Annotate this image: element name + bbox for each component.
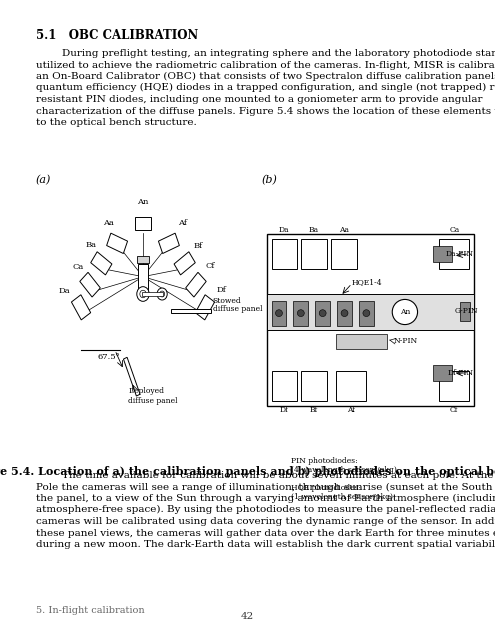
Polygon shape [71,295,91,320]
Bar [267,234,474,406]
Text: An: An [137,198,148,206]
Text: Df: Df [280,406,289,413]
Text: resistant PIN diodes, including one mounted to a goniometer arm to provide angul: resistant PIN diodes, including one moun… [36,95,483,104]
Circle shape [157,288,167,300]
Text: an On-Board Calibrator (OBC) that consists of two Spectralon diffuse calibration: an On-Board Calibrator (OBC) that consis… [36,72,495,81]
Text: quantum efficiency (HQE) diodes in a trapped configuration, and single (not trap: quantum efficiency (HQE) diodes in a tra… [36,83,495,93]
Text: HQE photodiodes:: HQE photodiodes: [291,484,361,492]
Text: Af: Af [178,220,187,227]
Text: 67.5°: 67.5° [98,353,121,362]
Text: the panel, to a view of the Sun through a varying amount of Earth atmosphere (in: the panel, to a view of the Sun through … [36,494,495,503]
Text: Stowed: Stowed [213,298,242,305]
Bar [336,333,387,349]
Text: utilized to achieve the radiometric calibration of the cameras. In-flight, MISR : utilized to achieve the radiometric cali… [36,61,495,70]
Text: N-PIN: N-PIN [394,337,418,344]
Circle shape [137,287,149,301]
Bar [359,301,374,326]
Bar [460,301,470,321]
Text: Da: Da [58,287,70,295]
Bar [337,301,352,326]
Polygon shape [174,252,196,275]
Polygon shape [196,295,214,320]
Text: Bf: Bf [310,406,318,413]
Text: Ba: Ba [86,241,97,249]
Bar [315,301,330,326]
Text: The time available for calibration will be about seven minutes at each pole. At : The time available for calibration will … [36,471,495,480]
Text: Da: Da [279,227,290,234]
Text: 42: 42 [241,612,253,621]
Bar [271,371,297,401]
Text: 5.1   OBC CALIBRATION: 5.1 OBC CALIBRATION [36,29,198,42]
Polygon shape [80,272,100,297]
Bar [433,246,452,262]
Text: G-PIN: G-PIN [455,307,479,315]
Circle shape [363,310,370,317]
Bar [301,371,327,401]
Text: Aa: Aa [102,220,113,227]
Polygon shape [139,264,148,298]
Text: 5. In-flight calibration: 5. In-flight calibration [36,606,145,615]
Polygon shape [171,308,210,313]
Bar [271,239,297,269]
Text: Da-PIN: Da-PIN [446,250,474,258]
Polygon shape [138,256,148,262]
Text: Df-PIN: Df-PIN [448,369,474,376]
Text: Cf: Cf [450,406,458,413]
Bar [440,371,469,401]
Bar [294,301,308,326]
Text: Figure 5.4. Location of a) the calibration panels and b) photodiodes on the opti: Figure 5.4. Location of a) the calibrati… [0,466,495,477]
Circle shape [277,461,282,466]
Text: Bf: Bf [194,242,203,250]
Text: Deployed: Deployed [128,387,164,395]
Bar [267,294,474,330]
Text: Cf: Cf [206,262,215,270]
Text: During preflight testing, an integrating sphere and the laboratory photodiode st: During preflight testing, an integrating… [36,49,495,58]
Text: (1 wavelength sensor/pkg): (1 wavelength sensor/pkg) [291,493,393,501]
Text: (a): (a) [36,175,51,185]
Polygon shape [106,233,128,253]
Bar [301,239,327,269]
Text: Df: Df [217,286,227,294]
Text: diffuse panel: diffuse panel [213,305,262,314]
Text: cameras will be calibrated using data covering the dynamic range of the sensor. : cameras will be calibrated using data co… [36,517,495,526]
Circle shape [276,310,283,317]
Bar [271,457,288,470]
Polygon shape [135,217,151,230]
Circle shape [341,310,348,317]
Bar [331,239,356,269]
Text: characterization of the diffuse panels. Figure 5.4 shows the location of these e: characterization of the diffuse panels. … [36,106,495,115]
Text: (4 wavelength sensors/pkg): (4 wavelength sensors/pkg) [291,466,397,474]
Circle shape [297,310,304,317]
Text: to the optical bench structure.: to the optical bench structure. [36,118,197,127]
Text: Af: Af [347,406,355,413]
Text: Pole the cameras will see a range of illumination, through sunrise (sunset at th: Pole the cameras will see a range of ill… [36,483,495,492]
Polygon shape [143,292,163,296]
Text: Ba: Ba [309,227,319,234]
Bar [440,239,469,269]
Text: (b): (b) [262,175,278,185]
Circle shape [319,310,326,317]
Bar [433,365,452,381]
Polygon shape [158,233,179,253]
Bar [336,371,366,401]
Text: diffuse panel: diffuse panel [128,397,178,405]
Text: Ca: Ca [72,263,83,271]
Text: Aa: Aa [339,227,349,234]
Text: atmosphere-free space). By using the photodiodes to measure the panel-reflected : atmosphere-free space). By using the pho… [36,506,495,515]
Polygon shape [91,252,112,275]
Text: PIN photodiodes:: PIN photodiodes: [291,456,358,465]
Text: An: An [400,308,410,316]
Text: these panel views, the cameras will gather data over the dark Earth for three mi: these panel views, the cameras will gath… [36,529,495,538]
Circle shape [277,488,282,493]
Text: during a new moon. The dark-Earth data will establish the dark current spatial v: during a new moon. The dark-Earth data w… [36,540,495,549]
Text: Ca: Ca [449,227,459,234]
Bar [271,301,287,326]
Text: HQE1-4: HQE1-4 [352,278,383,286]
Polygon shape [186,272,206,297]
Polygon shape [123,357,140,396]
Bar [271,484,288,497]
Circle shape [392,300,418,324]
